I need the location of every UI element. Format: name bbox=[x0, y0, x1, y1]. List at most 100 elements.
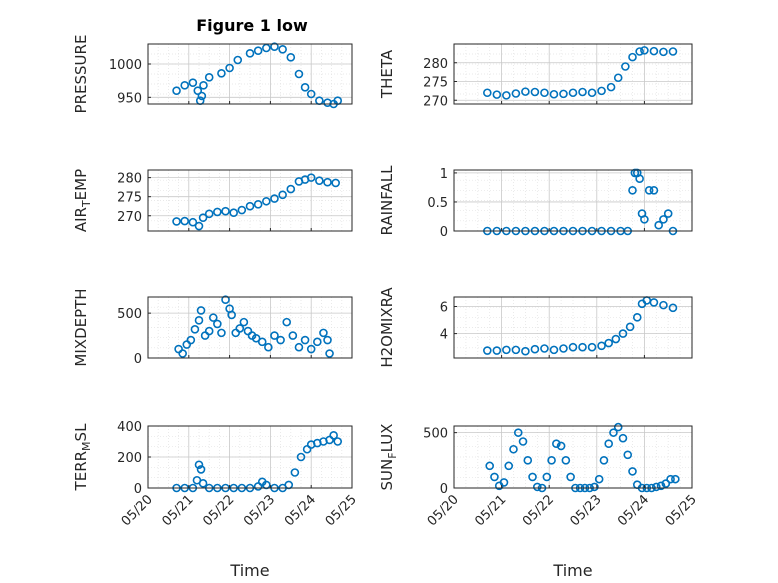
y-axis-label: MIXDEPTH bbox=[72, 288, 90, 366]
data-point bbox=[204, 73, 214, 82]
data-point bbox=[668, 303, 678, 313]
data-point bbox=[540, 88, 549, 98]
data-point bbox=[606, 82, 616, 92]
data-point bbox=[286, 184, 296, 194]
data-point bbox=[213, 207, 222, 217]
data-point bbox=[288, 331, 298, 340]
y-tick-label: 400 bbox=[117, 420, 142, 435]
data-point bbox=[532, 482, 542, 492]
data-point bbox=[499, 478, 509, 487]
data-point bbox=[640, 215, 649, 224]
y-axis-label: RAINFALL bbox=[378, 165, 396, 236]
data-point bbox=[221, 295, 230, 304]
y-tick-label: 6 bbox=[440, 300, 448, 315]
data-point bbox=[194, 221, 204, 231]
data-point bbox=[180, 81, 190, 90]
data-point bbox=[597, 341, 606, 351]
data-point bbox=[523, 456, 533, 465]
data-point bbox=[306, 173, 316, 182]
axes-box bbox=[453, 169, 693, 232]
data-point bbox=[549, 89, 559, 99]
data-point bbox=[587, 88, 597, 98]
y-tick-label: 500 bbox=[423, 427, 448, 442]
data-point bbox=[649, 46, 659, 56]
data-point bbox=[511, 89, 521, 98]
y-axis-label: PRESSURE bbox=[72, 35, 90, 114]
data-point bbox=[213, 319, 222, 329]
data-point bbox=[509, 444, 518, 454]
y-axis-label: H2OMIXRA bbox=[378, 287, 396, 368]
data-point bbox=[485, 461, 495, 471]
data-point bbox=[513, 428, 523, 437]
data-point bbox=[625, 322, 635, 332]
data-point bbox=[296, 452, 306, 462]
data-point bbox=[587, 342, 597, 352]
data-point bbox=[578, 87, 587, 97]
data-point bbox=[659, 47, 668, 57]
data-point bbox=[559, 89, 568, 99]
data-point bbox=[628, 186, 637, 195]
data-point bbox=[552, 439, 561, 449]
x-axis-label: Time bbox=[552, 561, 592, 580]
data-point bbox=[504, 461, 514, 471]
data-point bbox=[511, 345, 521, 355]
axes-box bbox=[147, 43, 353, 105]
data-point bbox=[666, 474, 675, 484]
data-point bbox=[671, 474, 680, 484]
data-point bbox=[245, 49, 255, 58]
data-point bbox=[253, 46, 263, 55]
subplot-rainfall: 0 0.5 1 RAINFALL bbox=[378, 165, 693, 240]
subplot-h2omixra: 4 6 H2OMIXRA bbox=[378, 287, 693, 368]
data-point bbox=[325, 349, 334, 358]
data-point bbox=[663, 209, 673, 218]
data-point bbox=[568, 342, 578, 352]
y-axis-label: AIRTEMP bbox=[72, 169, 93, 232]
subplot-pressure: 950 1000 PRESSURE bbox=[72, 35, 353, 114]
data-point bbox=[611, 334, 621, 344]
y-axis-label: SUNFLUX bbox=[378, 424, 399, 491]
data-point bbox=[568, 88, 578, 98]
axes-box bbox=[453, 296, 693, 359]
data-point bbox=[331, 178, 340, 188]
data-point bbox=[547, 456, 556, 465]
data-point bbox=[251, 333, 261, 343]
data-point bbox=[599, 456, 609, 465]
data-point bbox=[300, 83, 310, 92]
y-tick-label: 4 bbox=[440, 328, 448, 343]
data-point bbox=[245, 201, 255, 211]
data-point bbox=[623, 450, 633, 460]
data-point bbox=[323, 177, 332, 187]
data-point bbox=[239, 317, 249, 327]
data-point bbox=[270, 194, 279, 203]
data-point bbox=[651, 482, 661, 492]
data-point bbox=[282, 317, 292, 327]
data-point bbox=[180, 216, 190, 226]
x-axis-label: Time bbox=[229, 561, 269, 580]
data-point bbox=[227, 310, 236, 320]
data-point bbox=[319, 328, 328, 338]
data-point bbox=[294, 342, 304, 352]
data-point bbox=[613, 422, 623, 432]
data-point bbox=[315, 176, 324, 185]
data-point bbox=[640, 46, 649, 55]
y-tick-label: 275 bbox=[423, 76, 448, 91]
data-point bbox=[621, 62, 630, 71]
data-point bbox=[644, 186, 654, 195]
axes-box bbox=[147, 296, 353, 359]
subplot-theta: 270 275 280 THETA bbox=[378, 43, 693, 109]
data-point bbox=[194, 460, 204, 470]
y-tick-label: 1000 bbox=[109, 58, 142, 73]
data-point bbox=[208, 313, 218, 322]
y-tick-label: 950 bbox=[117, 91, 142, 106]
y-tick-label: 275 bbox=[117, 191, 142, 206]
data-point bbox=[172, 86, 181, 95]
data-point bbox=[235, 324, 245, 333]
data-point bbox=[656, 481, 666, 491]
data-point bbox=[528, 472, 537, 482]
data-point bbox=[196, 465, 206, 474]
y-tick-label: 280 bbox=[423, 57, 448, 72]
data-point bbox=[188, 78, 198, 87]
data-point bbox=[257, 337, 267, 347]
data-point bbox=[172, 217, 181, 226]
axes-box bbox=[147, 169, 353, 232]
